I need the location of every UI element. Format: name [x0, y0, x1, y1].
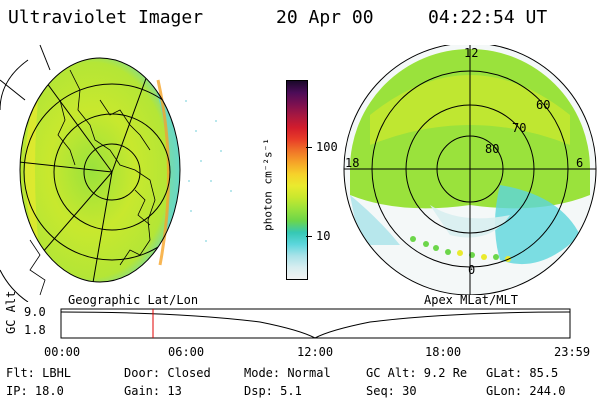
polar-plot: [343, 45, 597, 295]
gain-status: Gain: 13: [124, 384, 182, 398]
date-label: 20 Apr 00: [276, 7, 374, 28]
mlt-label-6: 6: [576, 156, 584, 170]
lat-label-70: 70: [512, 121, 527, 135]
timeline-xtick-1200: 12:00: [297, 345, 334, 359]
polar-grid: [343, 45, 597, 295]
noise-dots: [185, 100, 232, 242]
lat-label-80: 80: [485, 142, 500, 156]
mode-status: Mode: Normal: [244, 366, 331, 380]
seq-status: Seq: 30: [366, 384, 417, 398]
timeline-xtick-0000: 00:00: [44, 345, 81, 359]
colorbar-unit-label: photon cm⁻²s⁻¹: [261, 138, 275, 231]
left-panel-caption: Geographic Lat/Lon: [68, 293, 199, 307]
timeline-axis-label: GC Alt: [4, 290, 18, 334]
mlt-label-0: 0: [468, 263, 476, 277]
lat-label-60: 60: [536, 98, 551, 112]
timeline-ytick-9: 9.0: [24, 305, 46, 319]
door-status: Door: Closed: [124, 366, 211, 380]
timeline-xtick-1800: 18:00: [425, 345, 462, 359]
colorbar: [286, 80, 308, 280]
colorbar-tick-10: 10: [316, 229, 331, 243]
earth-disk: [20, 58, 180, 282]
glat-status: GLat: 85.5: [486, 366, 559, 380]
colorbar-tick-100: 100: [316, 140, 338, 154]
right-panel-caption: Apex MLat/MLT: [424, 293, 518, 307]
coastlines: [29, 69, 156, 296]
gc-alt-status: GC Alt: 9.2 Re: [366, 366, 468, 380]
altitude-timeline: [60, 308, 571, 339]
dsp-status: Dsp: 5.1: [244, 384, 302, 398]
filter-status: Flt: LBHL: [6, 366, 72, 380]
bright-spots: [410, 236, 511, 262]
geographic-image: [0, 44, 232, 302]
timeline-xtick-0600: 06:00: [168, 345, 205, 359]
instrument-title: Ultraviolet Imager: [8, 7, 204, 28]
time-label: 04:22:54 UT: [428, 7, 548, 28]
glon-status: GLon: 244.0: [486, 384, 566, 398]
ip-status: IP: 18.0: [6, 384, 64, 398]
timeline-ytick-1.8: 1.8: [24, 323, 46, 337]
mlt-label-18: 18: [345, 156, 360, 170]
mlt-label-12: 12: [464, 46, 479, 60]
timeline-xtick-2359: 23:59: [554, 345, 591, 359]
